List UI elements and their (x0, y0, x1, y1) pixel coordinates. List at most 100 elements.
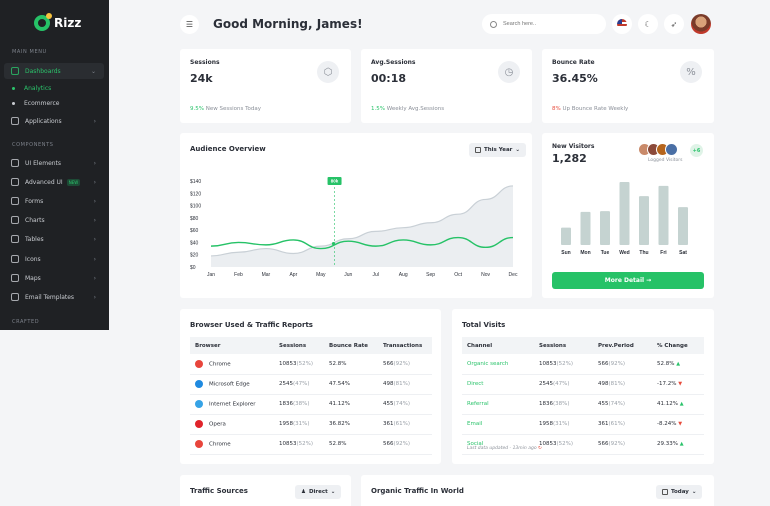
chevron-right-icon: › (93, 274, 96, 282)
globe-icon: ⬡ (317, 61, 339, 83)
card-title: Traffic Sources (190, 487, 248, 495)
stat-note: Up Bounce Rate Weekly (560, 106, 629, 112)
y-tick-label: $140 (190, 179, 201, 185)
transactions-cell: 455(74%) (378, 394, 432, 415)
prev-value: 498 (598, 381, 609, 387)
x-tick-label: Mar (262, 272, 271, 278)
stat-delta: 9.5% (190, 106, 204, 112)
sidebar-item-maps[interactable]: Maps › (4, 270, 104, 286)
notifications-button[interactable]: ➶ (664, 14, 684, 34)
chevron-down-icon: ⌄ (691, 489, 697, 495)
chevron-right-icon: › (93, 178, 96, 186)
cube-icon (11, 178, 19, 186)
sidebar-item-forms[interactable]: Forms › (4, 193, 104, 209)
icons-icon (11, 255, 19, 263)
prev-pct: (74%) (608, 401, 626, 407)
logo[interactable]: Rizz (34, 13, 82, 31)
sidebar-item-label: Dashboards (25, 67, 61, 75)
x-tick-label: Wed (619, 250, 629, 256)
bar (658, 185, 669, 245)
sessions-pct: (47%) (553, 381, 570, 387)
sidebar-item-label: Charts (25, 216, 45, 224)
sidebar-item-advanced-ui[interactable]: Advanced UI NEW › (4, 174, 104, 190)
menu-toggle-button[interactable]: ☰ (180, 15, 199, 34)
opera-icon (195, 420, 203, 428)
change-cell: 41.12% ▲ (652, 394, 704, 415)
browser-cell: Chrome (190, 434, 274, 455)
refresh-icon[interactable]: ↻ (538, 446, 542, 451)
stat-footnote: 8% Up Bounce Rate Weekly (552, 106, 628, 112)
stat-value: 24k (190, 72, 213, 85)
x-tick-label: Sat (679, 250, 687, 256)
prev-value: 455 (598, 401, 609, 407)
sidebar-item-icons[interactable]: Icons › (4, 251, 104, 267)
browser-name: Opera (209, 421, 226, 428)
search-box[interactable] (482, 14, 606, 34)
section-components: COMPONENTS (12, 142, 54, 148)
search-input[interactable] (503, 21, 593, 27)
x-tick-label: May (316, 272, 326, 278)
table-row: Email 1958(31%) 361(61%) -8.24% ▼ (462, 414, 704, 435)
prev-value: 361 (598, 421, 609, 427)
y-tick-label: $40 (190, 240, 199, 246)
sessions-pct: (38%) (293, 401, 310, 407)
transactions-pct: (92%) (393, 441, 411, 447)
internet-explorer-icon (195, 400, 203, 408)
page-title: Good Morning, James! (213, 17, 363, 31)
app-name: Rizz (54, 16, 82, 30)
transactions-pct: (81%) (393, 381, 411, 387)
stat-value: 36.45% (552, 72, 598, 85)
x-tick-label: Sun (561, 250, 570, 256)
source-dropdown[interactable]: ♟ Direct ⌄ (295, 485, 342, 499)
sessions-pct: (52%) (296, 441, 314, 447)
organic-traffic-card: Organic Traffic In World Today ⌄ (361, 475, 714, 506)
stat-value: 00:18 (371, 72, 407, 85)
sidebar-item-email-templates[interactable]: Email Templates › (4, 289, 104, 305)
change-cell: 52.8% ▲ (652, 354, 704, 375)
prev-value: 566 (598, 360, 609, 367)
period-dropdown[interactable]: Today ⌄ (656, 485, 703, 499)
transactions-value: 361 (383, 421, 394, 427)
table-row: Social 10853(52%) 566(92%) 29.33% ▲ (462, 434, 704, 455)
change-value: 29.33% (657, 441, 678, 447)
sidebar-item-ui-elements[interactable]: UI Elements › (4, 155, 104, 171)
channel-link[interactable]: Organic search (462, 354, 534, 375)
period-dropdown[interactable]: This Year ⌄ (469, 143, 526, 157)
y-tick-label: $100 (190, 204, 201, 210)
sidebar-item-charts[interactable]: Charts › (4, 212, 104, 228)
column-header: Transactions (378, 337, 432, 354)
mail-icon (11, 293, 19, 301)
sidebar-item-applications[interactable]: Applications › (4, 113, 104, 129)
table-row: Referral 1836(38%) 455(74%) 41.12% ▲ (462, 394, 704, 415)
prev-period-cell: 566(92%) (593, 434, 652, 455)
table-header-row: Channel Sessions Prev.Period % Change (462, 337, 704, 354)
total-visits-card: Total Visits Channel Sessions Prev.Perio… (452, 309, 714, 464)
audience-overview-card: Audience Overview This Year ⌄ $0 $20 $40 $6… (180, 133, 532, 298)
sessions-pct: (38%) (553, 401, 570, 407)
browser-traffic-card: Browser Used & Traffic Reports Browser S… (180, 309, 441, 464)
bounce-cell: 52.8% (324, 434, 378, 455)
sidebar-item-dashboards[interactable]: Dashboards ⌄ (4, 63, 104, 79)
y-tick-label: $80 (190, 216, 199, 222)
theme-toggle-button[interactable]: ☾ (638, 14, 658, 34)
card-title: Browser Used & Traffic Reports (190, 321, 313, 329)
language-button[interactable] (612, 14, 632, 34)
sidebar-subitem-ecommerce[interactable]: Ecommerce (12, 100, 59, 107)
more-visitors-badge[interactable]: +6 (690, 144, 703, 157)
channel-link[interactable]: Direct (462, 374, 534, 395)
channel-link[interactable]: Email (462, 414, 534, 435)
browser-name: Microsoft Edge (209, 381, 250, 388)
sidebar-item-tables[interactable]: Tables › (4, 231, 104, 247)
more-detail-button[interactable]: More Detail → (552, 272, 704, 289)
user-avatar[interactable] (691, 14, 711, 34)
sidebar-subitem-analytics[interactable]: Analytics (12, 85, 51, 92)
sessions-cell: 1836(38%) (274, 394, 324, 415)
prev-period-cell: 566(92%) (593, 354, 652, 375)
arrow-down-icon: ▼ (678, 381, 683, 387)
table-row: Chrome 10853(52%) 52.8% 566(92%) (190, 354, 432, 375)
channel-link[interactable]: Referral (462, 394, 534, 415)
sidebar-subitem-label: Analytics (24, 85, 52, 92)
sessions-value: 2545 (539, 381, 553, 387)
channel-link[interactable]: Social (462, 434, 534, 455)
table-row: Opera 1958(31%) 36.82% 361(61%) (190, 414, 432, 435)
